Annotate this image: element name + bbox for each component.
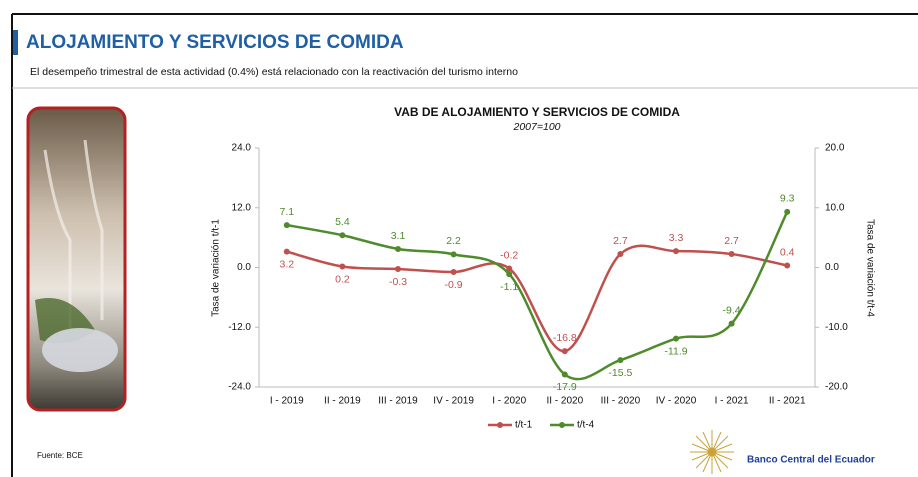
y2-tick-label: -10.0	[825, 322, 848, 333]
legend-label: t/t-1	[515, 420, 533, 431]
x-tick-label: I - 2021	[715, 396, 749, 407]
photo	[26, 106, 127, 412]
y2-tick-label: 10.0	[825, 202, 845, 213]
x-tick-label: III - 2019	[378, 396, 418, 407]
point	[339, 263, 346, 270]
y-axis-label: Tasa de variación t/t-1	[211, 219, 222, 317]
x-tick-label: II - 2019	[324, 396, 361, 407]
x-tick-label: II - 2021	[769, 396, 806, 407]
value-label: 7.1	[279, 206, 294, 218]
glass-shape	[43, 139, 104, 330]
point	[506, 265, 513, 272]
title-accent	[13, 30, 18, 55]
x-tick-label: I - 2020	[492, 396, 526, 407]
point	[283, 248, 290, 255]
x-tick-label: I - 2019	[270, 396, 304, 407]
y2-axis-label: Tasa de variación t/t-4	[864, 219, 875, 317]
point	[395, 245, 401, 252]
chart-subtitle: 2007=100	[512, 121, 560, 133]
point	[561, 348, 568, 355]
x-tick-label: IV - 2020	[656, 396, 697, 407]
y-tick-label: 0.0	[237, 262, 251, 273]
plate-shape	[42, 328, 118, 372]
value-label: -17.9	[553, 381, 577, 393]
legend-marker	[497, 422, 503, 428]
point	[784, 208, 791, 215]
value-label: 0.2	[335, 273, 350, 285]
point	[728, 251, 735, 258]
point	[673, 248, 679, 255]
page-title: ALOJAMIENTO Y SERVICIOS DE COMIDA	[26, 32, 404, 53]
point	[673, 335, 679, 342]
value-label: -16.8	[553, 332, 577, 344]
value-label: 9.3	[780, 193, 795, 205]
logo	[690, 430, 734, 474]
point	[450, 251, 457, 258]
x-tick-label: II - 2020	[546, 396, 583, 407]
legend-marker	[559, 422, 565, 428]
value-label: 3.2	[279, 258, 294, 270]
y2-tick-label: 20.0	[825, 143, 845, 154]
source-note: Fuente: BCE	[37, 451, 83, 460]
x-tick-label: IV - 2019	[433, 396, 474, 407]
y2-tick-label: -20.0	[825, 382, 848, 393]
point	[450, 268, 457, 275]
page-subtitle: El desempeño trimestral de esta activida…	[30, 66, 518, 78]
value-label: 5.4	[335, 216, 350, 228]
point	[617, 357, 624, 364]
y-tick-label: 24.0	[232, 143, 252, 154]
value-label: 0.4	[780, 246, 795, 258]
value-label: -0.9	[445, 279, 463, 291]
series-line	[286, 211, 789, 381]
value-label: 3.1	[391, 230, 406, 242]
point	[561, 371, 568, 378]
point	[784, 262, 791, 269]
y-tick-label: 12.0	[232, 202, 252, 213]
x-tick-label: III - 2020	[601, 396, 641, 407]
value-label: -0.2	[500, 249, 518, 261]
brand-name: Banco Central del Ecuador	[747, 455, 875, 466]
value-label: -11.9	[664, 345, 687, 357]
y-tick-label: -12.0	[228, 322, 251, 333]
value-label: -1.1	[500, 281, 518, 293]
point	[728, 320, 735, 327]
point	[617, 251, 624, 258]
legend-label: t/t-4	[577, 420, 595, 431]
y-tick-label: -24.0	[228, 382, 251, 393]
point	[339, 232, 346, 239]
value-label: 2.7	[724, 235, 739, 247]
value-label: -15.5	[608, 367, 632, 379]
value-label: 2.7	[613, 235, 628, 247]
value-label: 3.3	[669, 232, 684, 244]
value-label: 2.2	[446, 235, 461, 247]
y2-tick-label: 0.0	[825, 262, 839, 273]
point	[283, 222, 290, 229]
series-line	[286, 244, 788, 353]
point	[395, 265, 401, 272]
point	[506, 271, 513, 278]
value-label: -9.4	[723, 304, 741, 316]
chart-title: VAB DE ALOJAMIENTO Y SERVICIOS DE COMIDA	[394, 105, 680, 119]
value-label: -0.3	[389, 276, 407, 288]
